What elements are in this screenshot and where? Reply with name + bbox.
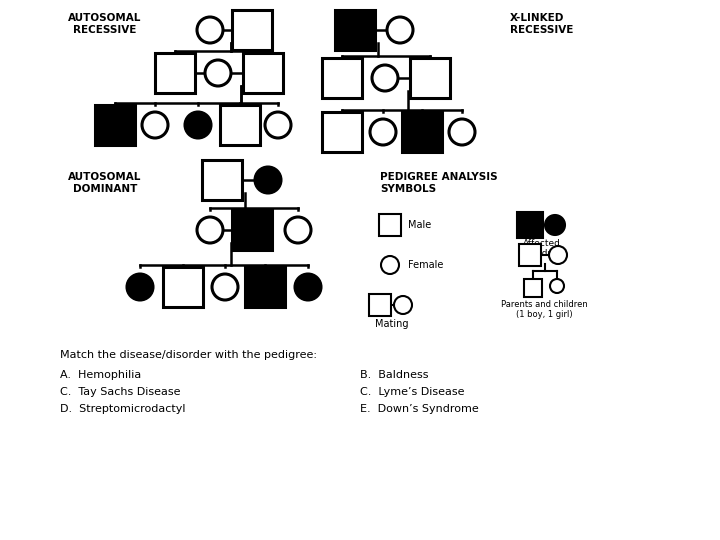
Circle shape <box>142 112 168 138</box>
Text: C.  Tay Sachs Disease: C. Tay Sachs Disease <box>60 387 181 397</box>
Bar <box>410 58 450 98</box>
Bar <box>379 214 401 236</box>
Bar <box>519 244 541 266</box>
Bar <box>95 105 135 145</box>
Circle shape <box>265 112 291 138</box>
Text: C.  Lyme’s Disease: C. Lyme’s Disease <box>360 387 464 397</box>
Circle shape <box>372 65 398 91</box>
Circle shape <box>370 119 396 145</box>
Circle shape <box>295 274 321 300</box>
Circle shape <box>545 215 565 235</box>
Bar <box>163 267 203 307</box>
Circle shape <box>449 119 475 145</box>
Bar <box>232 210 272 250</box>
Bar <box>245 267 285 307</box>
Circle shape <box>127 274 153 300</box>
Bar <box>402 112 442 152</box>
Bar <box>232 10 272 50</box>
Circle shape <box>205 60 231 86</box>
Text: Mating: Mating <box>375 319 409 329</box>
Bar <box>517 212 543 238</box>
Text: E.  Down’s Syndrome: E. Down’s Syndrome <box>360 404 479 414</box>
Circle shape <box>212 274 238 300</box>
Text: AUTOSOMAL
RECESSIVE: AUTOSOMAL RECESSIVE <box>68 13 142 35</box>
Circle shape <box>387 17 413 43</box>
Text: Parents and children
(1 boy, 1 girl): Parents and children (1 boy, 1 girl) <box>500 300 588 319</box>
Bar <box>524 279 542 297</box>
Circle shape <box>255 167 281 193</box>
Circle shape <box>197 17 223 43</box>
Text: A.  Hemophilia: A. Hemophilia <box>60 370 141 380</box>
Bar <box>155 53 195 93</box>
Circle shape <box>197 217 223 243</box>
Circle shape <box>394 296 412 314</box>
Text: B.  Baldness: B. Baldness <box>360 370 428 380</box>
Bar <box>369 294 391 316</box>
Circle shape <box>185 112 211 138</box>
Text: Female: Female <box>408 260 444 270</box>
Circle shape <box>381 256 399 274</box>
Bar <box>243 53 283 93</box>
Text: Male: Male <box>408 220 431 230</box>
Bar <box>335 10 375 50</box>
Circle shape <box>285 217 311 243</box>
Bar <box>322 112 362 152</box>
Bar <box>322 58 362 98</box>
Text: X-LINKED
RECESSIVE: X-LINKED RECESSIVE <box>510 13 573 35</box>
Bar <box>220 105 260 145</box>
Text: D.  Streptomicrodactyl: D. Streptomicrodactyl <box>60 404 186 414</box>
Circle shape <box>550 279 564 293</box>
Bar <box>202 160 242 200</box>
Text: Match the disease/disorder with the pedigree:: Match the disease/disorder with the pedi… <box>60 350 317 360</box>
Circle shape <box>549 246 567 264</box>
Text: Affected
individuals: Affected individuals <box>518 239 567 259</box>
Text: AUTOSOMAL
DOMINANT: AUTOSOMAL DOMINANT <box>68 172 142 194</box>
Text: PEDIGREE ANALYSIS
SYMBOLS: PEDIGREE ANALYSIS SYMBOLS <box>380 172 498 194</box>
